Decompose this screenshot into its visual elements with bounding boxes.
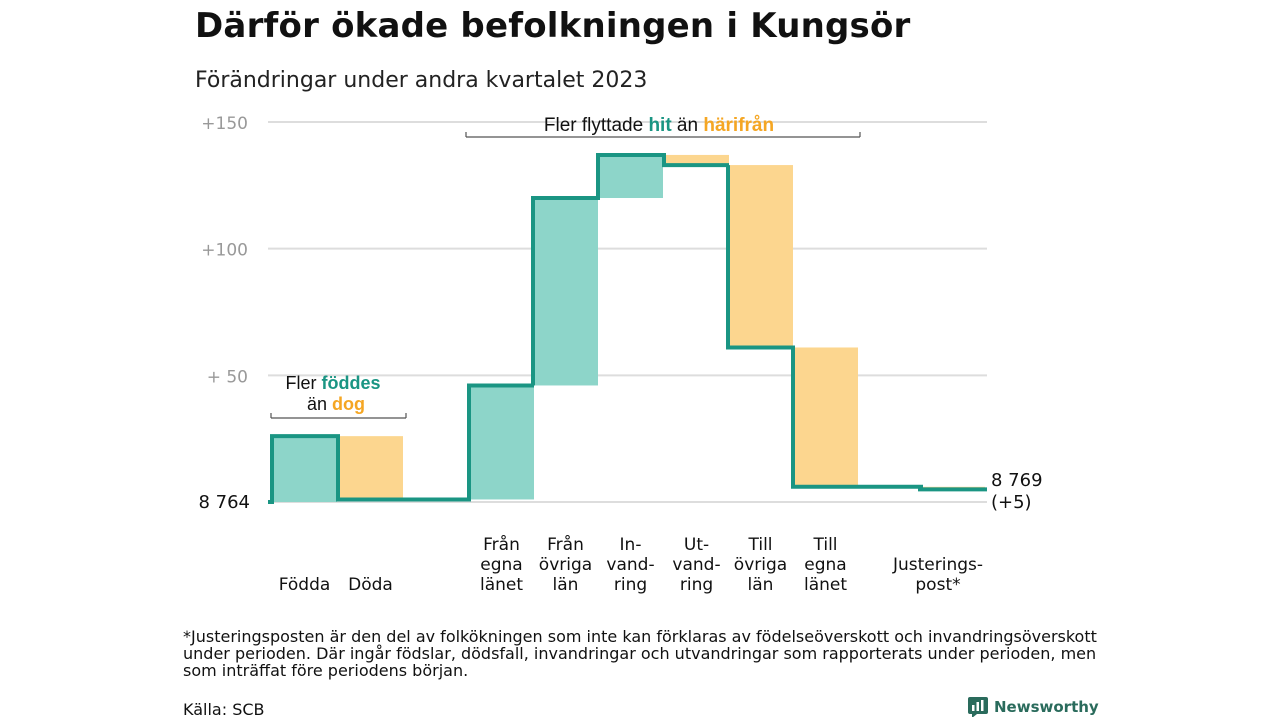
category-label: vand- bbox=[672, 555, 720, 575]
end-value-label: 8 769 bbox=[991, 470, 1043, 491]
category-label: län bbox=[748, 575, 774, 595]
bar-decrease bbox=[793, 347, 858, 487]
chart-title: Därför ökade befolkningen i Kungsör bbox=[195, 6, 911, 46]
category-label: Från bbox=[547, 534, 584, 555]
bars bbox=[272, 154, 985, 502]
chart-subtitle: Förändringar under andra kvartalet 2023 bbox=[195, 68, 648, 93]
bar-decrease bbox=[728, 165, 793, 348]
migration-annotation: Fler flyttade hit än härifrån bbox=[544, 115, 774, 136]
category-label: Justerings- bbox=[892, 555, 983, 575]
category-label: länet bbox=[480, 575, 523, 595]
category-label: egna bbox=[480, 555, 522, 575]
y-tick-label: +100 bbox=[201, 241, 248, 261]
bar-decrease bbox=[664, 154, 729, 166]
category-label: Till bbox=[747, 535, 772, 555]
births-annotation-line1: Fler föddes bbox=[285, 373, 380, 393]
labels: Födda DödaFrånegnalänetFrånövrigalänIn-va… bbox=[198, 470, 1042, 595]
category-label: övriga bbox=[539, 555, 592, 575]
gridlines: +150 +100 + 50 bbox=[201, 114, 987, 503]
y-tick-label: + 50 bbox=[207, 367, 248, 387]
category-label: Ut- bbox=[684, 535, 709, 555]
category-label: Till bbox=[812, 535, 837, 555]
category-label: egna bbox=[804, 555, 846, 575]
category-label: länet bbox=[804, 575, 847, 595]
bar-increase bbox=[598, 154, 663, 199]
end-value-label: (+5) bbox=[991, 492, 1032, 513]
bar-increase bbox=[533, 198, 598, 386]
category-label: ring bbox=[680, 575, 713, 595]
y-tick-label: +150 bbox=[201, 114, 248, 134]
bar-increase bbox=[469, 385, 534, 500]
births-bracket bbox=[270, 413, 407, 419]
logo-text: Newsworthy bbox=[994, 698, 1099, 716]
footnote: *Justeringsposten är den del av folkökni… bbox=[183, 627, 1097, 680]
migration-bracket bbox=[465, 132, 861, 138]
bar-chart-icon bbox=[968, 697, 988, 717]
cumulative-step-line bbox=[268, 152, 987, 504]
category-label: Döda bbox=[348, 575, 393, 595]
category-label: In- bbox=[620, 535, 642, 555]
category-label: Födda bbox=[279, 575, 331, 595]
start-value-label: 8 764 bbox=[198, 492, 250, 513]
newsworthy-logo: Newsworthy bbox=[968, 697, 1099, 717]
category-label: post* bbox=[915, 575, 960, 595]
bar-decrease bbox=[338, 436, 403, 500]
category-label: vand- bbox=[606, 555, 654, 575]
category-label: ring bbox=[614, 575, 647, 595]
category-label: övriga bbox=[734, 555, 787, 575]
category-label: län bbox=[553, 575, 579, 595]
births-annotation-line2: än dog bbox=[307, 394, 365, 414]
bar-increase bbox=[272, 436, 337, 502]
source-note: Källa: SCB bbox=[183, 700, 265, 719]
category-label: Från bbox=[483, 534, 520, 555]
